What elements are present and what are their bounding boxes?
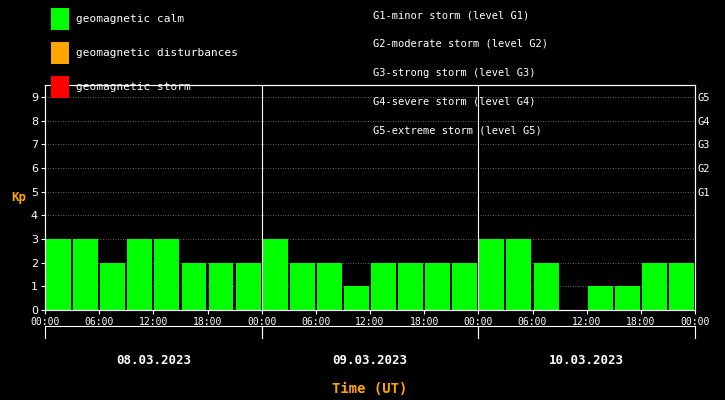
Bar bbox=[534, 263, 558, 310]
Text: Time (UT): Time (UT) bbox=[332, 382, 407, 396]
Bar bbox=[46, 239, 71, 310]
Bar bbox=[73, 239, 98, 310]
Bar bbox=[344, 286, 369, 310]
Bar bbox=[154, 239, 179, 310]
Text: 10.03.2023: 10.03.2023 bbox=[549, 354, 624, 367]
Text: G2-moderate storm (level G2): G2-moderate storm (level G2) bbox=[373, 39, 548, 49]
Bar bbox=[669, 263, 694, 310]
Bar bbox=[507, 239, 531, 310]
Text: geomagnetic disturbances: geomagnetic disturbances bbox=[76, 48, 238, 58]
Bar bbox=[128, 239, 152, 310]
Bar bbox=[290, 263, 315, 310]
Bar bbox=[317, 263, 341, 310]
Y-axis label: Kp: Kp bbox=[12, 191, 27, 204]
Bar bbox=[479, 239, 505, 310]
Bar bbox=[100, 263, 125, 310]
Text: G5-extreme storm (level G5): G5-extreme storm (level G5) bbox=[373, 125, 542, 135]
Bar bbox=[398, 263, 423, 310]
Text: geomagnetic storm: geomagnetic storm bbox=[76, 82, 191, 92]
Bar bbox=[615, 286, 639, 310]
Bar bbox=[262, 239, 288, 310]
Bar bbox=[452, 263, 477, 310]
Bar bbox=[236, 263, 260, 310]
Bar bbox=[209, 263, 233, 310]
Bar bbox=[181, 263, 207, 310]
Text: geomagnetic calm: geomagnetic calm bbox=[76, 14, 184, 24]
Text: 08.03.2023: 08.03.2023 bbox=[116, 354, 191, 367]
Text: G3-strong storm (level G3): G3-strong storm (level G3) bbox=[373, 68, 536, 78]
Bar bbox=[426, 263, 450, 310]
Text: 09.03.2023: 09.03.2023 bbox=[333, 354, 407, 367]
Bar bbox=[642, 263, 667, 310]
Bar bbox=[588, 286, 613, 310]
Text: G1-minor storm (level G1): G1-minor storm (level G1) bbox=[373, 10, 530, 20]
Bar bbox=[696, 263, 721, 310]
Text: G4-severe storm (level G4): G4-severe storm (level G4) bbox=[373, 96, 536, 106]
Bar bbox=[371, 263, 396, 310]
